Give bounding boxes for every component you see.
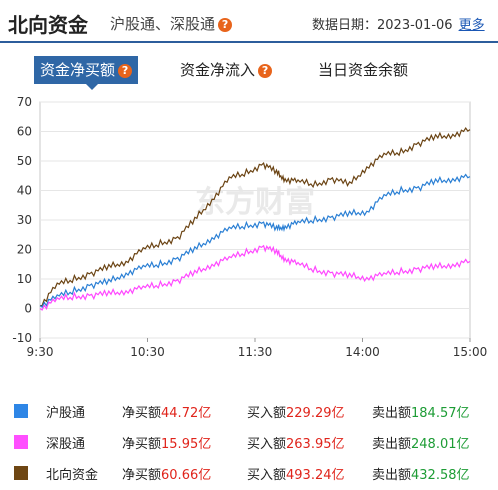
net-value: 60.66亿 (161, 468, 212, 483)
x-tick-label: 15:00 (453, 345, 488, 359)
help-icon[interactable]: ? (218, 17, 233, 32)
legend-swatch (14, 466, 28, 480)
buy-value: 263.95亿 (286, 437, 345, 452)
legend-net: 净买额15.95亿 (122, 433, 211, 452)
more-link[interactable]: 更多 (458, 18, 485, 33)
legend-sell: 卖出额184.57亿 (372, 402, 470, 421)
sell-label: 卖出额 (372, 468, 412, 483)
x-tick-label: 14:00 (345, 345, 380, 359)
y-tick-label: 70 (17, 95, 32, 109)
y-tick-label: 30 (17, 213, 32, 227)
legend-buy: 买入额263.95亿 (247, 433, 345, 452)
legend-buy: 买入额229.29亿 (247, 402, 345, 421)
header: 北向资金 沪股通、深股通? 数据日期：2023-01-06 更多 (0, 0, 498, 42)
y-tick-label: 40 (17, 184, 32, 198)
y-tick-label: 50 (17, 154, 32, 168)
legend-swatch (14, 435, 28, 449)
buy-value: 229.29亿 (286, 406, 345, 421)
x-tick-label: 9:30 (27, 345, 54, 359)
net-value: 15.95亿 (161, 437, 212, 452)
series-line-深股通 (39, 244, 471, 311)
tab-daily-balance-label: 当日资金余额 (318, 61, 409, 79)
date-value: 2023-01-06 (377, 18, 453, 33)
buy-label: 买入额 (247, 406, 287, 421)
help-icon[interactable]: ? (118, 63, 133, 78)
x-tick-label: 10:30 (130, 345, 165, 359)
y-tick-label: 20 (17, 243, 32, 257)
sell-value: 432.58亿 (411, 468, 470, 483)
data-date: 数据日期：2023-01-06 更多 (312, 14, 485, 33)
y-tick-label: 10 (17, 272, 32, 286)
net-label: 净买额 (122, 468, 162, 483)
y-tick-label: 60 (17, 125, 32, 139)
tab-net-buy-label: 资金净买额 (40, 61, 116, 79)
subtitle-text: 沪股通、深股通 (110, 15, 216, 33)
buy-label: 买入额 (247, 437, 287, 452)
net-value: 44.72亿 (161, 406, 212, 421)
legend-net: 净买额60.66亿 (122, 464, 211, 483)
legend-row-northbound: 北向资金 净买额60.66亿 买入额493.24亿 卖出额432.58亿 (4, 458, 494, 486)
buy-value: 493.24亿 (286, 468, 345, 483)
header-divider (0, 41, 498, 43)
series-line-北向资金 (40, 127, 471, 307)
subtitle: 沪股通、深股通? (110, 13, 233, 34)
x-tick-label: 11:30 (238, 345, 273, 359)
legend-row-sgt: 深股通 净买额15.95亿 买入额263.95亿 卖出额248.01亿 (4, 427, 494, 455)
legend-swatch (14, 404, 28, 418)
net-label: 净买额 (122, 437, 162, 452)
page-title: 北向资金 (8, 13, 88, 37)
legend-name: 沪股通 (46, 406, 86, 421)
legend-name: 深股通 (46, 437, 86, 452)
series-line-沪股通 (39, 173, 471, 309)
legend-row-hgt: 沪股通 净买额44.72亿 买入额229.29亿 卖出额184.57亿 (4, 396, 494, 424)
tab-net-buy[interactable]: 资金净买额? (34, 56, 139, 84)
legend-sell: 卖出额248.01亿 (372, 433, 470, 452)
help-icon[interactable]: ? (258, 63, 273, 78)
buy-label: 买入额 (247, 468, 287, 483)
legend-buy: 买入额493.24亿 (247, 464, 345, 483)
sell-label: 卖出额 (372, 437, 412, 452)
y-tick-label: -10 (12, 331, 32, 345)
net-label: 净买额 (122, 406, 162, 421)
tab-bar: 资金净买额? 资金净流入? 当日资金余额 (0, 56, 498, 90)
y-tick-label: 0 (24, 302, 32, 316)
legend-name: 北向资金 (46, 468, 99, 483)
tab-net-inflow-label: 资金净流入 (180, 61, 256, 79)
tab-daily-balance[interactable]: 当日资金余额 (318, 56, 408, 84)
date-label: 数据日期： (312, 18, 378, 33)
sell-value: 184.57亿 (411, 406, 470, 421)
legend-net: 净买额44.72亿 (122, 402, 211, 421)
active-tab-caret (86, 84, 98, 90)
tab-net-inflow[interactable]: 资金净流入? (180, 56, 273, 84)
sell-label: 卖出额 (372, 406, 412, 421)
sell-value: 248.01亿 (411, 437, 470, 452)
legend-sell: 卖出额432.58亿 (372, 464, 470, 483)
